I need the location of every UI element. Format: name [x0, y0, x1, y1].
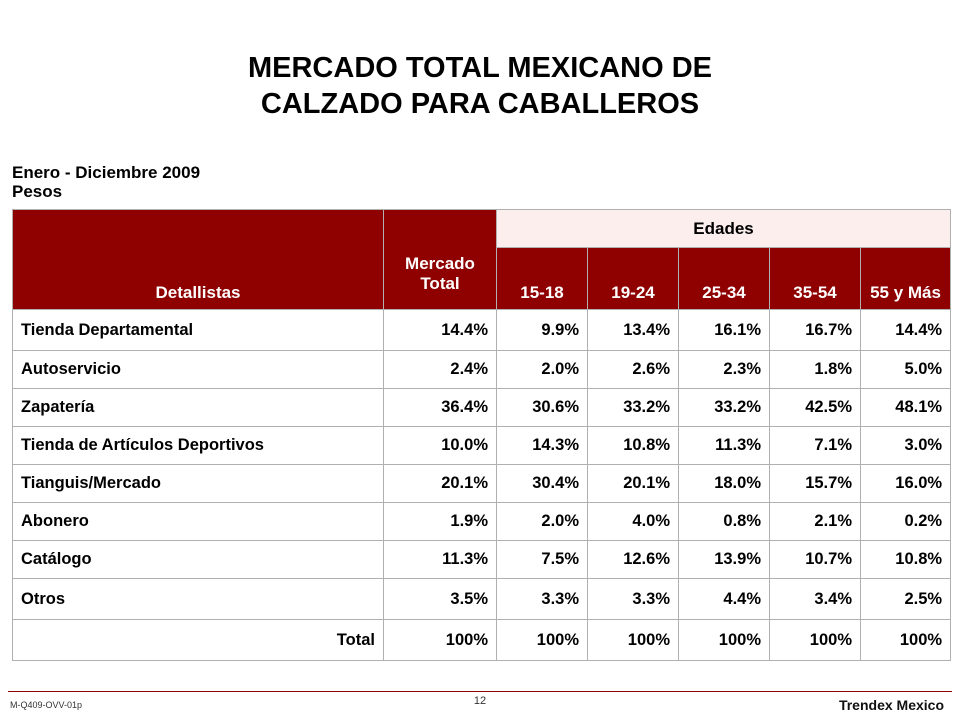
value-cell: 2.0%: [496, 502, 588, 541]
column-header-ages-group: Edades: [495, 209, 952, 248]
total-value-cell: 100%: [587, 619, 679, 661]
value-cell: 3.0%: [859, 426, 952, 465]
table-body: Tienda Departamental 14.4% 9.9% 13.4% 16.1% 1…: [12, 309, 952, 661]
value-cell: 10.8%: [587, 426, 679, 465]
value-cell: 13.4%: [587, 309, 679, 351]
value-cell: 2.3%: [678, 350, 770, 389]
footer-divider: [8, 691, 952, 692]
value-cell: 11.3%: [678, 426, 770, 465]
value-cell: 16.7%: [769, 309, 861, 351]
column-header-age: 15-18: [496, 247, 588, 310]
value-cell: 14.4%: [859, 309, 952, 351]
total-row: Total 100% 100% 100% 100% 100% 100%: [12, 619, 952, 661]
total-value-cell: 100%: [678, 619, 770, 661]
table-row: Tienda Departamental 14.4% 9.9% 13.4% 16.1% 1…: [12, 309, 952, 351]
value-cell: 16.1%: [678, 309, 770, 351]
value-cell: 48.1%: [859, 388, 952, 427]
table-subtitle: Enero - Diciembre 2009 Pesos: [12, 163, 200, 201]
table-row: Otros 3.5% 3.3% 3.3% 4.4% 3.4% 2.5%: [12, 578, 952, 620]
total-value-cell: 100%: [496, 619, 588, 661]
value-cell: 33.2%: [678, 388, 770, 427]
retailer-name-cell: Zapatería: [12, 388, 384, 427]
period-label: Enero - Diciembre 2009: [12, 163, 201, 182]
value-cell: 14.4%: [383, 309, 497, 351]
value-cell: 3.5%: [383, 578, 497, 620]
retailer-name-cell: Abonero: [12, 502, 384, 541]
title-line-1: MERCADO TOTAL MEXICANO DE: [247, 52, 712, 84]
table-row: Autoservicio 2.4% 2.0% 2.6% 2.3% 1.8% 5.0%: [12, 350, 952, 389]
value-cell: 9.9%: [496, 309, 588, 351]
header-row-group: Detallistas Mercado Total Edades: [12, 209, 952, 310]
column-header-age: 35-54: [769, 247, 861, 310]
column-header-age: 19-24: [587, 247, 679, 310]
table-row: Tienda de Artículos Deportivos 10.0% 14.3%…: [12, 426, 952, 465]
retailer-name-cell: Autoservicio: [12, 350, 384, 389]
column-header-age: 25-34: [678, 247, 770, 310]
retailer-name-cell: Catálogo: [12, 540, 384, 579]
value-cell: 16.0%: [859, 464, 952, 503]
table-row: Tianguis/Mercado 20.1% 30.4% 20.1% 18.0% 15.7…: [12, 464, 952, 503]
column-header-age: 55 y Más: [859, 247, 952, 310]
value-cell: 5.0%: [859, 350, 952, 389]
value-cell: 20.1%: [587, 464, 679, 503]
value-cell: 20.1%: [383, 464, 497, 503]
total-value-cell: 100%: [769, 619, 861, 661]
value-cell: 42.5%: [769, 388, 861, 427]
value-cell: 11.3%: [383, 540, 497, 579]
value-cell: 15.7%: [769, 464, 861, 503]
retailer-name-cell: Tienda Departamental: [12, 309, 384, 351]
header-row-ages: 15-18 19-24 25-34 35-54 55 y Más: [13, 247, 952, 310]
value-cell: 7.1%: [769, 426, 861, 465]
value-cell: 2.4%: [383, 350, 497, 389]
value-cell: 0.8%: [678, 502, 770, 541]
table-row: Catálogo 11.3% 7.5% 12.6% 13.9% 10.7% 10.8%: [12, 540, 952, 579]
total-label-cell: Total: [12, 619, 384, 661]
page-title: MERCADO TOTAL MEXICANO DE CALZADO PARA C…: [0, 50, 960, 122]
retailer-name-cell: Otros: [12, 578, 384, 620]
title-line-2: CALZADO PARA CABALLEROS: [260, 88, 700, 120]
value-cell: 3.3%: [587, 578, 679, 620]
column-header-retailers: Detallistas: [12, 209, 384, 310]
retailer-name-cell: Tianguis/Mercado: [12, 464, 384, 503]
value-cell: 2.6%: [587, 350, 679, 389]
value-cell: 7.5%: [496, 540, 588, 579]
value-cell: 2.0%: [496, 350, 588, 389]
value-cell: 10.8%: [859, 540, 952, 579]
value-cell: 2.1%: [769, 502, 861, 541]
value-cell: 30.4%: [496, 464, 588, 503]
page-number: 12: [473, 695, 487, 707]
value-cell: 33.2%: [587, 388, 679, 427]
value-cell: 4.0%: [587, 502, 679, 541]
value-cell: 14.3%: [496, 426, 588, 465]
brand-name: Trendex Mexico: [838, 697, 944, 713]
value-cell: 1.8%: [769, 350, 861, 389]
value-cell: 12.6%: [587, 540, 679, 579]
unit-label: Pesos: [12, 182, 63, 201]
retailer-name-cell: Tienda de Artículos Deportivos: [12, 426, 384, 465]
value-cell: 10.7%: [769, 540, 861, 579]
value-cell: 2.5%: [859, 578, 952, 620]
market-share-table: Detallistas Mercado Total Edades 15-18 1…: [12, 209, 952, 661]
value-cell: 10.0%: [383, 426, 497, 465]
value-cell: 0.2%: [859, 502, 952, 541]
table-row: Abonero 1.9% 2.0% 4.0% 0.8% 2.1% 0.2%: [12, 502, 952, 541]
value-cell: 3.4%: [769, 578, 861, 620]
value-cell: 4.4%: [678, 578, 770, 620]
document-code: M-Q409-OVV-01p: [10, 700, 83, 710]
value-cell: 36.4%: [383, 388, 497, 427]
value-cell: 3.3%: [496, 578, 588, 620]
value-cell: 1.9%: [383, 502, 497, 541]
value-cell: 18.0%: [678, 464, 770, 503]
table-row: Zapatería 36.4% 30.6% 33.2% 33.2% 42.5% 48.1%: [12, 388, 952, 427]
total-value-cell: 100%: [859, 619, 952, 661]
column-header-market: Mercado Total: [383, 209, 497, 310]
total-value-cell: 100%: [383, 619, 497, 661]
value-cell: 13.9%: [678, 540, 770, 579]
value-cell: 30.6%: [496, 388, 588, 427]
